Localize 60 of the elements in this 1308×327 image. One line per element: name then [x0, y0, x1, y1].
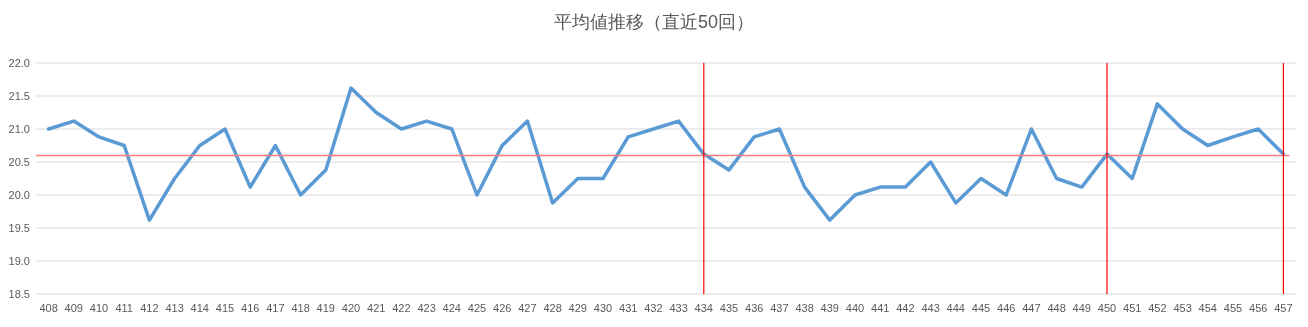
x-tick-label: 445: [971, 302, 991, 314]
x-tick-label: 438: [795, 302, 814, 314]
x-tick-label: 427: [518, 302, 537, 314]
x-tick-label: 416: [241, 302, 260, 314]
x-tick-label: 437: [770, 302, 789, 314]
x-tick-label: 441: [871, 302, 890, 314]
x-tick-label: 439: [820, 302, 839, 314]
x-tick-label: 425: [467, 302, 487, 314]
x-tick-label: 415: [215, 302, 235, 314]
x-tick-label: 448: [1047, 302, 1066, 314]
x-tick-label: 431: [619, 302, 638, 314]
x-tick-label: 424: [442, 302, 461, 314]
y-tick-label: 18.5: [8, 288, 30, 300]
x-tick-label: 444: [946, 302, 965, 314]
x-tick-label: 442: [896, 302, 915, 314]
x-tick-label: 440: [845, 302, 865, 314]
x-tick-label: 428: [543, 302, 562, 314]
y-tick-label: 20.0: [8, 189, 30, 201]
x-tick-label: 450: [1097, 302, 1117, 314]
y-tick-label: 21.5: [8, 90, 30, 102]
x-tick-label: 409: [64, 302, 83, 314]
x-tick-label: 408: [39, 302, 58, 314]
x-tick-label: 451: [1123, 302, 1142, 314]
x-tick-label: 435: [719, 302, 739, 314]
x-tick-label: 426: [493, 302, 512, 314]
x-tick-label: 423: [417, 302, 436, 314]
x-tick-label: 449: [1072, 302, 1091, 314]
x-tick-label: 410: [89, 302, 109, 314]
x-tick-label: 447: [1022, 302, 1041, 314]
x-tick-label: 414: [190, 302, 209, 314]
x-tick-label: 456: [1249, 302, 1268, 314]
x-tick-label: 413: [165, 302, 184, 314]
x-tick-label: 421: [367, 302, 386, 314]
x-tick-label: 446: [997, 302, 1016, 314]
x-tick-label: 433: [669, 302, 688, 314]
line-series: [46, 86, 1286, 222]
y-tick-label: 21.0: [8, 123, 30, 135]
y-tick-label: 20.5: [8, 156, 30, 168]
x-tick-label: 430: [593, 302, 613, 314]
y-tick-label: 19.5: [8, 222, 30, 234]
x-tick-label: 453: [1173, 302, 1192, 314]
x-tick-label: 436: [745, 302, 764, 314]
x-tick-label: 454: [1198, 302, 1217, 314]
x-tick-label: 457: [1274, 302, 1293, 314]
x-tick-label: 443: [921, 302, 940, 314]
x-tick-label: 419: [316, 302, 335, 314]
x-tick-label: 434: [694, 302, 713, 314]
x-tick-label: 420: [341, 302, 361, 314]
x-tick-label: 432: [644, 302, 663, 314]
x-tick-label: 422: [392, 302, 411, 314]
x-tick-label: 429: [568, 302, 587, 314]
chart-title: 平均値推移（直近50回）: [553, 12, 755, 32]
y-tick-label: 19.0: [8, 255, 30, 267]
x-tick-label: 412: [140, 302, 159, 314]
x-tick-label: 455: [1223, 302, 1243, 314]
x-tick-label: 417: [266, 302, 285, 314]
y-tick-label: 22.0: [8, 57, 30, 69]
x-tick-label: 418: [291, 302, 310, 314]
x-tick-label: 452: [1148, 302, 1167, 314]
x-tick-label: 411: [115, 302, 133, 314]
